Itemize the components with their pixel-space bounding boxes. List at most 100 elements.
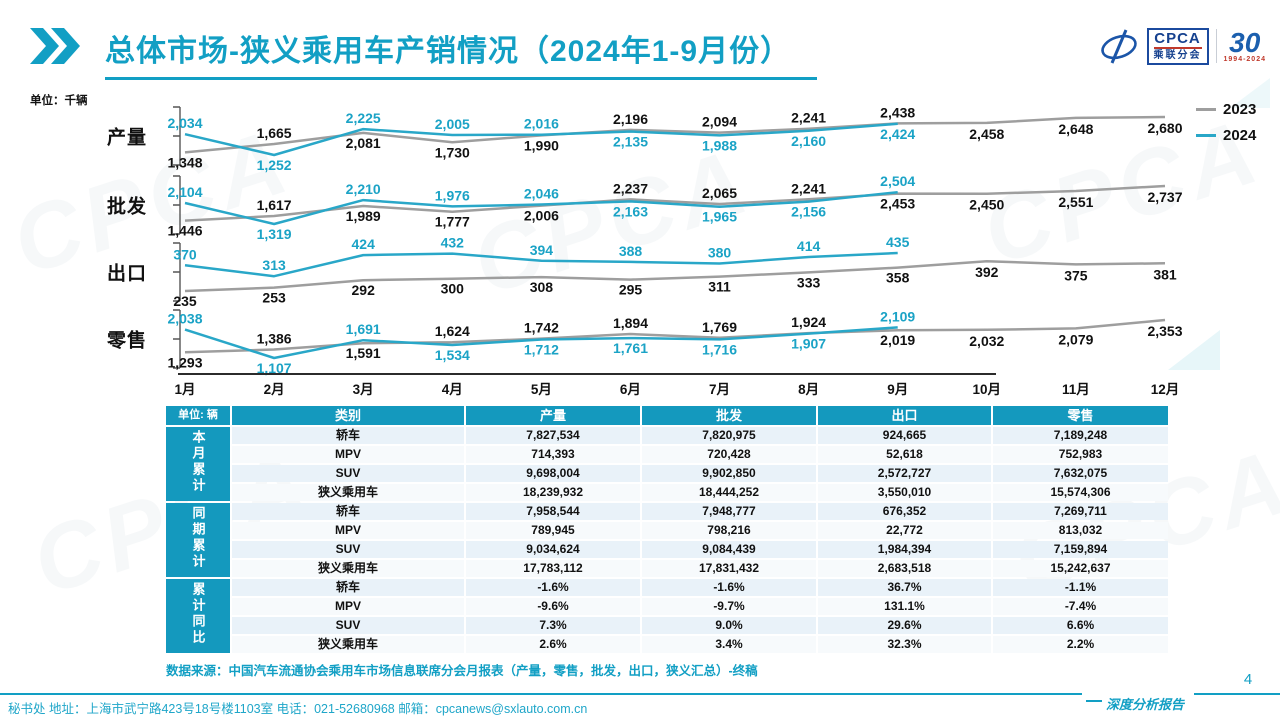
value-label-2023: 2,450 <box>969 197 1004 213</box>
category-cell: MPV <box>232 522 466 539</box>
summary-table: 单位: 辆 类别 产量 批发 出口 零售 本月累计 轿车 7,827,534 7,82… <box>166 404 1168 655</box>
month-label: 1月 <box>174 382 196 397</box>
value-label-2023: 2,551 <box>1058 194 1093 210</box>
value-label-2023: 392 <box>975 264 999 280</box>
export-line-chart: 370 235 313 253 424 292 432 300 394 308 388 295 380 3… <box>173 234 1177 309</box>
category-cell: 狭义乘用车 <box>232 484 466 501</box>
value-label-2024: 1,691 <box>346 321 381 337</box>
value-cell: 924,665 <box>818 427 993 444</box>
category-cell: 轿车 <box>232 427 466 444</box>
value-cell: 1,984,394 <box>818 541 993 558</box>
value-label-2024: 2,038 <box>167 311 202 327</box>
table-header-row: 单位: 辆 类别 产量 批发 出口 零售 <box>166 406 1168 425</box>
cpca-logo: CPCA 乘联分会 30 1994-2024 <box>1098 26 1266 66</box>
table-row: 同期累计 轿车 7,958,544 7,948,777 676,352 7,269,711 <box>166 503 1168 577</box>
table-row: 狭义乘用车 17,783,112 17,831,432 2,683,518 15,242… <box>166 560 1168 577</box>
column-header-wholesale: 批发 <box>642 406 818 425</box>
value-cell: 18,444,252 <box>642 484 818 501</box>
value-label-2024: 2,034 <box>167 115 202 131</box>
value-label-2023: 1,989 <box>346 208 381 224</box>
value-cell: -9.7% <box>642 598 818 615</box>
table-row: SUV 9,698,004 9,902,850 2,572,727 7,632,075 <box>166 465 1168 482</box>
value-label-2023: 2,241 <box>791 110 826 126</box>
legend-2023-swatch <box>1196 108 1216 111</box>
value-cell: 15,242,637 <box>993 560 1168 577</box>
metric-label-retail: 零售 <box>107 330 148 352</box>
month-label: 12月 <box>1150 382 1180 397</box>
value-label-2024: 2,225 <box>346 110 381 126</box>
value-label-2024: 1,107 <box>257 360 292 376</box>
value-label-2023: 253 <box>262 290 286 306</box>
value-cell: -9.6% <box>466 598 642 615</box>
category-cell: 狭义乘用车 <box>232 560 466 577</box>
value-cell: 9,902,850 <box>642 465 818 482</box>
value-label-2023: 1,591 <box>346 345 381 361</box>
chart-unit-note: 单位：千辆 <box>30 95 88 107</box>
value-cell: 7,159,894 <box>993 541 1168 558</box>
value-label-2023: 1,617 <box>257 197 292 213</box>
value-label-2024: 2,156 <box>791 204 826 220</box>
value-cell: 3.4% <box>642 636 818 653</box>
legend-entry-2024: 2024 <box>1196 127 1256 144</box>
footer-rule <box>1086 700 1102 702</box>
value-label-2024: 388 <box>619 243 643 259</box>
chart-row-wholesale: 批发 2,104 1,446 1,319 1,617 2,210 1,989 1,976 1,… <box>95 170 1275 242</box>
value-label-2024: 2,504 <box>880 173 915 189</box>
table-row: 累计同比 轿车 -1.6% -1.6% 36.7% -1.1% <box>166 579 1168 653</box>
value-cell: 9,034,624 <box>466 541 642 558</box>
value-label-2023: 2,079 <box>1058 331 1093 347</box>
value-cell: 7,827,534 <box>466 427 642 444</box>
value-label-2023: 2,237 <box>613 180 648 196</box>
value-cell: 6.6% <box>993 617 1168 634</box>
value-label-2023: 1,293 <box>167 354 202 370</box>
value-label-2024: 380 <box>708 245 732 261</box>
value-cell: 7,958,544 <box>466 503 642 520</box>
value-label-2024: 2,160 <box>791 133 826 149</box>
value-label-2023: 1,990 <box>524 137 559 153</box>
value-cell: 2,683,518 <box>818 560 993 577</box>
table-row: SUV 9,034,624 9,084,439 1,984,394 7,159,894 <box>166 541 1168 558</box>
value-label-2023: 1,348 <box>167 154 202 170</box>
column-header-production: 产量 <box>466 406 642 425</box>
table-row: SUV 7.3% 9.0% 29.6% 6.6% <box>166 617 1168 634</box>
value-cell: 2,572,727 <box>818 465 993 482</box>
value-label-2024: 1,716 <box>702 341 737 357</box>
footer-rule <box>1194 693 1280 695</box>
month-label: 4月 <box>441 382 463 397</box>
value-label-2024: 394 <box>530 242 554 258</box>
production-line-chart: 2,034 1,348 1,252 1,665 2,225 2,081 2,005 1,730… <box>167 104 1182 173</box>
value-cell: 29.6% <box>818 617 993 634</box>
value-cell: 720,428 <box>642 446 818 463</box>
month-label: 2月 <box>263 382 285 397</box>
value-label-2023: 1,894 <box>613 315 648 331</box>
value-label-2024: 2,109 <box>880 308 915 324</box>
value-cell: 798,216 <box>642 522 818 539</box>
category-cell: SUV <box>232 617 466 634</box>
month-label: 9月 <box>887 382 909 397</box>
value-label-2023: 2,081 <box>346 135 381 151</box>
value-cell: 2.6% <box>466 636 642 653</box>
value-cell: 714,393 <box>466 446 642 463</box>
value-cell: 2.2% <box>993 636 1168 653</box>
value-label-2023: 375 <box>1064 267 1088 283</box>
value-label-2024: 2,163 <box>613 203 648 219</box>
value-cell: -1.6% <box>642 579 818 596</box>
value-label-2023: 1,730 <box>435 144 470 160</box>
value-cell: 36.7% <box>818 579 993 596</box>
metric-label-production: 产量 <box>107 127 148 149</box>
value-label-2023: 1,665 <box>257 125 292 141</box>
value-label-2023: 1,742 <box>524 320 559 336</box>
value-label-2024: 370 <box>173 246 197 262</box>
metric-label-wholesale: 批发 <box>107 196 148 218</box>
value-label-2024: 1,534 <box>435 347 470 363</box>
page-title: 总体市场-狭义乘用车产销情况（2024年1-9月份） <box>105 26 818 80</box>
value-label-2023: 1,769 <box>702 319 737 335</box>
chart-row-production: 产量 2,034 1,348 1,252 1,665 2,225 2,081 2,005 1,… <box>95 101 1275 173</box>
value-cell: 813,032 <box>993 522 1168 539</box>
value-label-2023: 2,094 <box>702 114 737 130</box>
value-label-2023: 1,624 <box>435 323 470 339</box>
month-axis: 1月 2月 3月 4月 5月 6月 7月 8月 9月 10月 11月 12月 <box>95 378 1275 397</box>
month-label: 8月 <box>798 382 820 397</box>
value-label-2023: 1,446 <box>167 223 202 239</box>
title-chevron-icon <box>30 28 80 64</box>
